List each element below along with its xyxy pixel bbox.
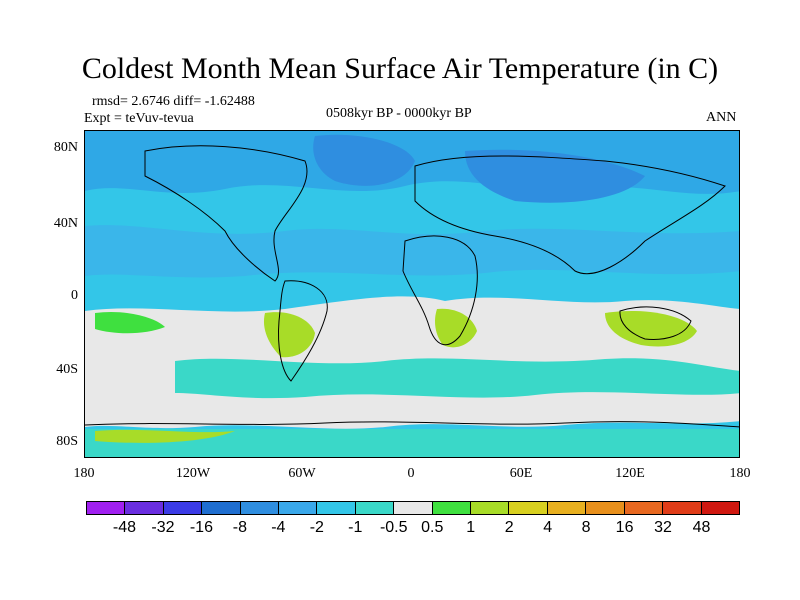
field-band-midlat	[85, 225, 739, 278]
colorbar-swatch	[163, 502, 203, 514]
lon-label-120e: 120E	[615, 466, 645, 481]
field-band-greenland	[313, 134, 415, 186]
warm-patch-antarctic-edge	[95, 429, 235, 443]
colorbar-swatch	[586, 502, 625, 514]
lon-label-180w: 180	[73, 466, 95, 481]
coastline-antarctica	[85, 421, 739, 428]
lon-label-120w: 120W	[175, 466, 211, 481]
colorbar-swatch	[240, 502, 280, 514]
lat-label-40n: 40N	[53, 216, 78, 231]
colorbar-swatch	[317, 502, 356, 514]
lat-label-80s: 80S	[56, 434, 78, 449]
lon-label-180e: 180	[729, 466, 751, 481]
field-band-antarctic	[85, 429, 739, 457]
colorbar-level-label: -32	[151, 519, 175, 536]
colorbar-swatch	[624, 502, 664, 514]
map-plot-area	[84, 130, 740, 458]
colorbar-level-label: -8	[232, 519, 247, 536]
rmsd-diff-stats: rmsd= 2.6746 diff= -1.62488	[92, 94, 255, 109]
colorbar-swatch	[355, 502, 395, 514]
colorbar-level-label: -48	[112, 519, 137, 536]
colorbar-swatch	[279, 502, 318, 514]
colorbar-swatch	[394, 502, 433, 514]
season-label: ANN	[706, 110, 737, 125]
coastline-eurasia	[414, 155, 726, 275]
coastline-north-america	[144, 145, 308, 282]
colorbar-level-label: 16	[615, 519, 634, 536]
lon-label-0: 0	[407, 466, 415, 481]
colorbar-swatch	[87, 502, 126, 514]
chart-title: Coldest Month Mean Surface Air Temperatu…	[81, 52, 719, 85]
colorbar-level-label: -2	[309, 519, 324, 536]
colorbar-level-label: 2	[504, 519, 514, 536]
time-period-label: 0508kyr BP - 0000kyr BP	[326, 106, 472, 121]
lat-label-equator: 0	[71, 288, 78, 303]
coastline-africa	[402, 235, 478, 346]
field-band-siberia	[465, 149, 645, 203]
warm-patch-australia	[605, 311, 697, 347]
warm-patch-southern-africa	[435, 308, 477, 348]
colorbar-swatch	[663, 502, 702, 514]
colorbar-swatch	[125, 502, 164, 514]
lat-label-80n: 80N	[53, 140, 78, 155]
colorbar-level-label: 48	[692, 519, 711, 536]
colorbar-level-label: 1	[466, 519, 476, 536]
colorbar-level-label: -16	[189, 519, 213, 536]
field-band-southern-ocean	[175, 358, 739, 399]
colorbar-level-label: -4	[271, 519, 286, 536]
colorbar-level-label: -0.5	[379, 519, 408, 536]
colorbar-level-label: 32	[654, 519, 672, 536]
colorbar-swatch	[701, 502, 739, 514]
lon-label-60e: 60E	[509, 466, 533, 481]
warm-patch-south-america	[263, 312, 315, 358]
colorbar-swatch	[432, 502, 472, 514]
coastline-australia	[619, 306, 692, 340]
colorbar-swatch	[471, 502, 510, 514]
colorbar-level-label: 8	[581, 519, 591, 536]
temperature-field-map	[85, 131, 739, 457]
experiment-label: Expt = teVuv-tevua	[84, 111, 194, 126]
colorbar	[86, 501, 740, 515]
coastline-south-america	[278, 280, 328, 382]
colorbar-level-label: 4	[543, 519, 553, 536]
colorbar-swatch	[202, 502, 241, 514]
lat-label-40s: 40S	[56, 362, 78, 377]
colorbar-swatch	[547, 502, 587, 514]
colorbar-level-label: 0.5	[421, 519, 444, 536]
warm-patch-pacific	[95, 311, 165, 334]
colorbar-swatch	[509, 502, 548, 514]
lon-label-60w: 60W	[288, 466, 316, 481]
colorbar-level-label: -1	[348, 519, 363, 536]
